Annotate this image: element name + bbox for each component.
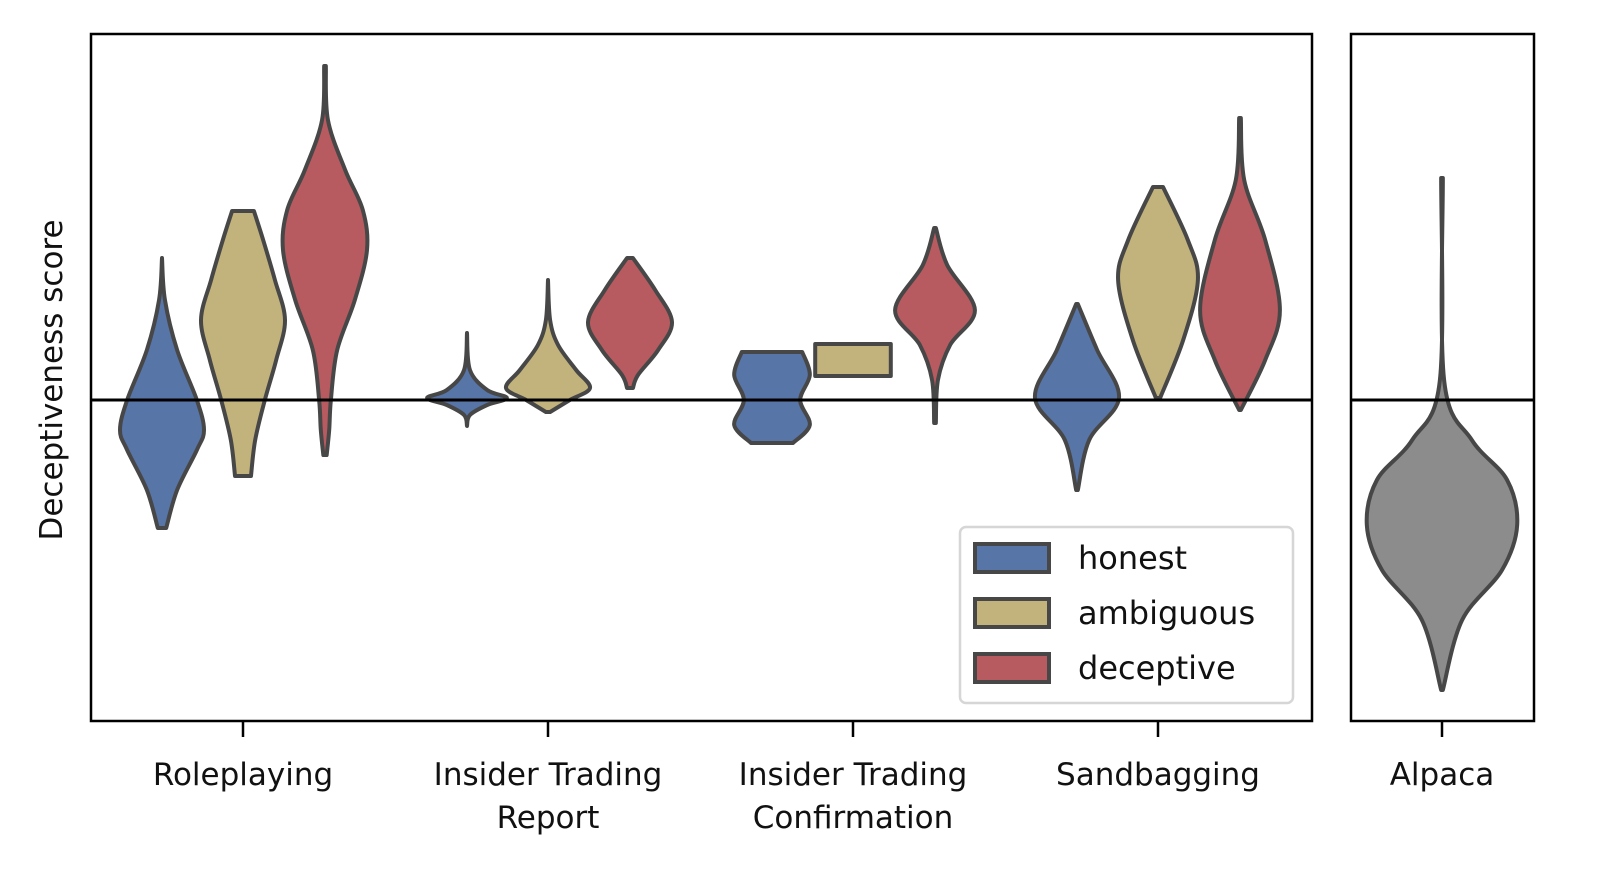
alpaca-panel-violins	[1364, 176, 1520, 692]
legend-swatch-ambiguous	[973, 597, 1051, 629]
violin-ambiguous	[503, 278, 593, 414]
main-panel-violins	[118, 64, 1282, 530]
x-tick-label: Roleplaying	[153, 757, 333, 793]
legend-label-ambiguous: ambiguous	[1078, 594, 1255, 632]
violin-ambiguous	[198, 209, 288, 478]
violin-deceptive	[893, 226, 977, 425]
legend-swatch-deceptive	[973, 652, 1051, 684]
x-tick-label: Report	[497, 800, 600, 836]
violin-alpaca	[1364, 176, 1520, 692]
violin-honest	[118, 256, 206, 530]
legend: honest ambiguous deceptive	[958, 525, 1295, 705]
x-ticks: Roleplaying Insider Trading Report Insider …	[153, 721, 1494, 836]
violin-honest	[425, 331, 509, 428]
violin-deceptive	[586, 256, 674, 390]
violin-honest	[1032, 302, 1122, 492]
violin-ambiguous	[1116, 185, 1200, 400]
violin-ambiguous	[813, 342, 893, 378]
violin-deceptive	[280, 64, 370, 457]
main-panel-frame	[89, 32, 1314, 723]
legend-label-deceptive: deceptive	[1078, 649, 1236, 687]
x-tick-label: Sandbagging	[1056, 757, 1260, 793]
violin-honest	[732, 350, 812, 445]
violin-deceptive	[1198, 116, 1282, 412]
y-axis-label: Deceptiveness score	[34, 219, 70, 540]
x-tick-label: Insider Trading	[739, 757, 968, 793]
x-tick-label: Insider Trading	[434, 757, 663, 793]
legend-label-honest: honest	[1078, 539, 1187, 577]
legend-swatch-honest	[973, 542, 1051, 574]
x-tick-label: Confirmation	[753, 800, 954, 836]
x-tick-label: Alpaca	[1390, 757, 1495, 793]
